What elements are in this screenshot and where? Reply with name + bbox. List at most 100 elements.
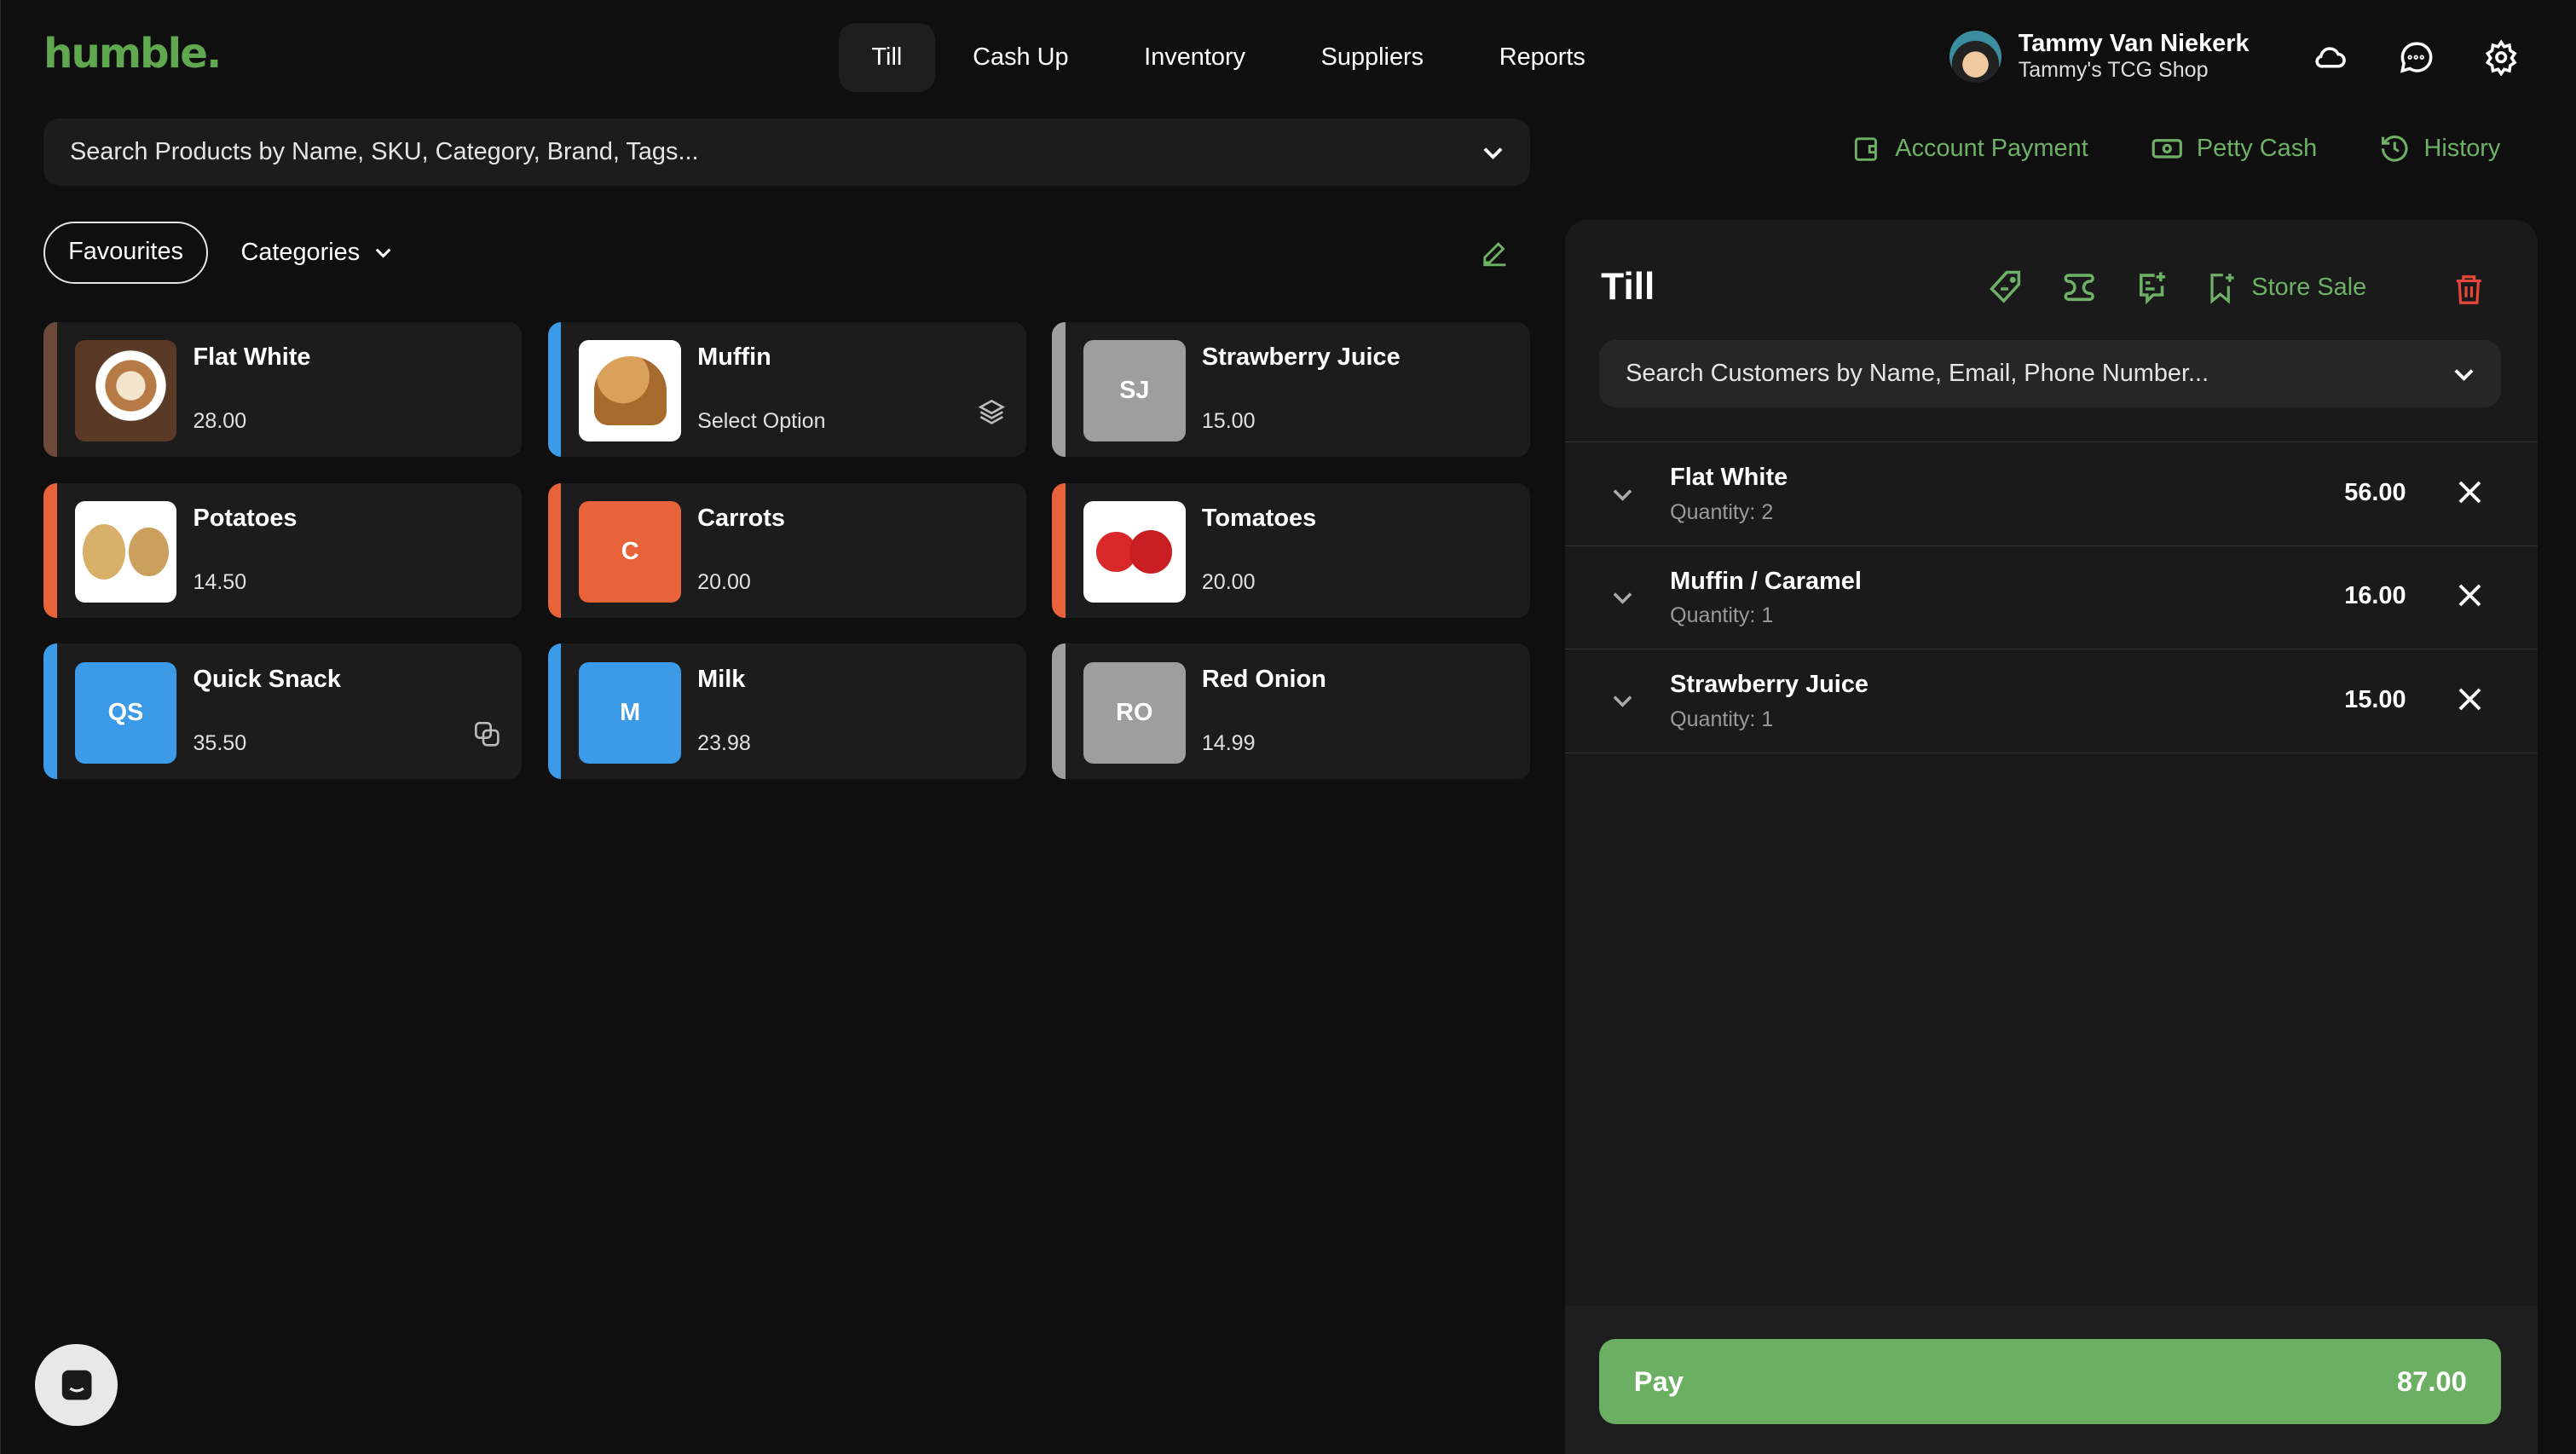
nav-cash-up[interactable]: Cash Up bbox=[973, 43, 1069, 71]
expand-chevron-icon[interactable] bbox=[1611, 586, 1634, 609]
category-color-stripe bbox=[547, 321, 562, 457]
nav-suppliers[interactable]: Suppliers bbox=[1320, 43, 1424, 71]
category-color-stripe bbox=[1052, 643, 1066, 779]
product-name: Red Onion bbox=[1201, 665, 1326, 693]
product-initials: C bbox=[579, 500, 681, 603]
product-name: Flat White bbox=[193, 343, 311, 371]
till-panel: Till Store Sale Search Customers by Name… bbox=[1564, 220, 2538, 1454]
product-card[interactable]: RO Red Onion 14.99 bbox=[1052, 643, 1531, 779]
nav-reports[interactable]: Reports bbox=[1499, 43, 1585, 71]
avatar bbox=[1949, 30, 2002, 84]
cash-icon bbox=[2151, 139, 2182, 159]
category-color-stripe bbox=[43, 643, 57, 779]
product-search-placeholder: Search Products by Name, SKU, Category, … bbox=[69, 137, 699, 165]
remove-item-close-icon[interactable] bbox=[2458, 481, 2481, 504]
expand-chevron-icon[interactable] bbox=[1611, 689, 1634, 712]
product-initials: QS bbox=[74, 661, 177, 765]
layers-icon bbox=[977, 397, 1007, 434]
product-card[interactable]: Potatoes 14.50 bbox=[43, 482, 522, 618]
product-name: Tomatoes bbox=[1201, 504, 1317, 532]
account-payment-label: Account Payment bbox=[1895, 134, 2088, 162]
product-card[interactable]: QS Quick Snack 35.50 bbox=[43, 643, 522, 779]
pay-area: Pay 87.00 bbox=[1564, 1306, 2538, 1454]
cart-item-name: Strawberry Juice bbox=[1670, 671, 1868, 699]
user-name: Tammy Van Niekerk bbox=[2018, 29, 2250, 57]
account-payment-button[interactable]: Account Payment bbox=[1852, 133, 2088, 164]
product-card[interactable]: M Milk 23.98 bbox=[547, 643, 1026, 779]
tab-favourites[interactable]: Favourites bbox=[43, 222, 208, 285]
cart-item-row: Flat White Quantity: 2 56.00 bbox=[1564, 442, 2538, 546]
history-button[interactable]: History bbox=[2379, 133, 2500, 164]
product-price: 28.00 bbox=[193, 408, 247, 433]
cart-item-name: Muffin / Caramel bbox=[1670, 567, 1862, 595]
store-sale-button[interactable]: Store Sale bbox=[2205, 269, 2366, 305]
cart-items: Flat White Quantity: 2 56.00 Muffin / Ca… bbox=[1564, 441, 2538, 753]
voucher-ticket-icon[interactable] bbox=[2061, 269, 2097, 305]
cart-item-quantity: Quantity: 1 bbox=[1670, 707, 1774, 731]
history-clock-icon bbox=[2382, 136, 2408, 162]
product-image bbox=[74, 339, 177, 442]
product-name: Potatoes bbox=[193, 504, 297, 532]
edit-pencil-icon[interactable] bbox=[1480, 238, 1510, 268]
add-note-icon[interactable] bbox=[2134, 269, 2169, 305]
wallet-icon bbox=[1855, 137, 1878, 161]
category-color-stripe bbox=[1052, 321, 1066, 457]
product-initials: SJ bbox=[1083, 339, 1186, 442]
categories-label: Categories bbox=[240, 239, 361, 267]
product-card[interactable]: C Carrots 20.00 bbox=[547, 482, 1026, 618]
product-card[interactable]: SJ Strawberry Juice 15.00 bbox=[1052, 321, 1531, 457]
product-card[interactable]: Flat White 28.00 bbox=[43, 321, 522, 457]
remove-item-close-icon[interactable] bbox=[2458, 688, 2481, 711]
product-search-input[interactable]: Search Products by Name, SKU, Category, … bbox=[43, 118, 1531, 186]
discount-tag-icon[interactable] bbox=[1989, 269, 2024, 305]
history-label: History bbox=[2423, 134, 2501, 162]
chat-icon[interactable] bbox=[2398, 39, 2434, 75]
product-image bbox=[579, 339, 681, 442]
main-nav: Till Cash Up Inventory Suppliers Reports bbox=[838, 22, 1623, 92]
quick-actions: Account Payment Petty Cash History bbox=[1852, 133, 2500, 164]
chevron-down-icon[interactable] bbox=[2452, 362, 2475, 385]
cart-item-name: Flat White bbox=[1670, 464, 1788, 492]
chevron-down-icon[interactable] bbox=[1481, 141, 1505, 164]
product-price: 23.98 bbox=[697, 730, 751, 755]
trash-icon[interactable] bbox=[2452, 271, 2486, 307]
customer-search-input[interactable]: Search Customers by Name, Email, Phone N… bbox=[1599, 339, 2502, 407]
petty-cash-button[interactable]: Petty Cash bbox=[2151, 133, 2317, 164]
cloud-icon[interactable] bbox=[2313, 39, 2348, 75]
category-color-stripe bbox=[43, 321, 57, 457]
product-initials: RO bbox=[1083, 661, 1186, 765]
product-price: 20.00 bbox=[1201, 569, 1256, 594]
user-profile[interactable]: Tammy Van Niekerk Tammy's TCG Shop bbox=[1949, 30, 2250, 84]
settings-gear-icon[interactable] bbox=[2483, 39, 2519, 76]
product-price: 35.50 bbox=[193, 730, 247, 755]
cart-item-price: 16.00 bbox=[2344, 582, 2406, 610]
store-sale-label: Store Sale bbox=[2251, 273, 2367, 301]
combo-icon bbox=[472, 719, 502, 756]
tab-categories[interactable]: Categories bbox=[240, 239, 392, 267]
cart-item-row: Strawberry Juice Quantity: 1 15.00 bbox=[1564, 649, 2538, 753]
product-name: Muffin bbox=[697, 343, 771, 371]
product-card[interactable]: Muffin Select Option bbox=[547, 321, 1026, 457]
customer-search-placeholder: Search Customers by Name, Email, Phone N… bbox=[1626, 359, 2209, 387]
petty-cash-label: Petty Cash bbox=[2196, 134, 2318, 162]
category-color-stripe bbox=[1052, 482, 1066, 618]
pay-label: Pay bbox=[1633, 1365, 1684, 1397]
product-price: 14.99 bbox=[1201, 730, 1256, 755]
pay-button[interactable]: Pay 87.00 bbox=[1599, 1338, 2502, 1424]
product-name: Quick Snack bbox=[193, 665, 341, 693]
expand-chevron-icon[interactable] bbox=[1611, 482, 1634, 505]
bookmark-add-icon bbox=[2210, 274, 2235, 304]
category-color-stripe bbox=[43, 482, 57, 618]
nav-inventory[interactable]: Inventory bbox=[1144, 43, 1246, 71]
product-price: 14.50 bbox=[193, 569, 247, 594]
product-name: Carrots bbox=[697, 504, 785, 532]
support-chat-button[interactable] bbox=[35, 1343, 118, 1426]
logo[interactable]: humble. bbox=[43, 29, 222, 78]
remove-item-close-icon[interactable] bbox=[2458, 584, 2481, 607]
cart-item-quantity: Quantity: 2 bbox=[1670, 499, 1774, 524]
nav-till[interactable]: Till bbox=[838, 22, 935, 92]
category-color-stripe bbox=[547, 643, 562, 779]
shop-name: Tammy's TCG Shop bbox=[2018, 58, 2209, 83]
product-card[interactable]: Tomatoes 20.00 bbox=[1052, 482, 1531, 618]
